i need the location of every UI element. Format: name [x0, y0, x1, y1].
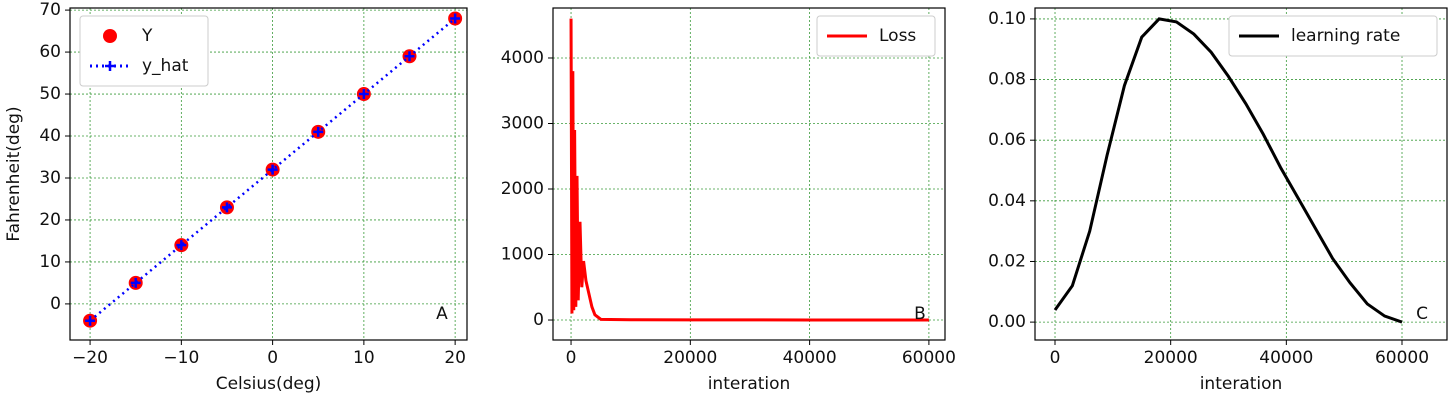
y-tick-label: 70 — [39, 0, 61, 20]
axes: 0 20000 40000 60000 0.00 0.02 0.04 0.06 0.08 0.10… — [988, 7, 1448, 394]
legend: Loss — [816, 15, 936, 57]
legend-box — [816, 15, 936, 57]
y-tick-label: 0.02 — [988, 251, 1026, 271]
series-line — [1053, 17, 1403, 324]
y-tick-label: 0.06 — [988, 130, 1026, 150]
legend-marker — [103, 29, 117, 43]
point — [221, 202, 232, 213]
x-tick-label: −10 — [163, 348, 199, 368]
annotation: A — [436, 304, 448, 324]
axes: 0 20000 40000 60000 0 1000 2000 3000 4000 interat… — [501, 7, 956, 394]
annotation: B — [914, 304, 926, 324]
point — [313, 126, 324, 137]
x-tick-label: 20 — [444, 348, 466, 368]
legend-box — [1228, 15, 1438, 57]
x-tick-label: 0 — [566, 348, 577, 368]
y-tick-label: 3000 — [501, 113, 544, 133]
y-tick-label: 0.04 — [988, 191, 1026, 211]
point — [130, 277, 141, 288]
point — [267, 164, 278, 175]
y-tick-label: 0.08 — [988, 70, 1026, 90]
legend-label: learning rate — [1291, 26, 1400, 46]
x-axis-label: interation — [708, 374, 791, 394]
y-tick-label: 0 — [50, 294, 61, 314]
x-tick-label: 40000 — [783, 348, 837, 368]
y-tick-label: 0 — [533, 310, 544, 330]
legend: learning rate — [1228, 15, 1438, 57]
x-tick-label: 10 — [353, 348, 375, 368]
y-tick-label: 0.10 — [988, 9, 1026, 29]
legend-label: Loss — [879, 26, 916, 46]
series-line — [89, 17, 456, 322]
point — [358, 89, 369, 100]
axes-frame — [69, 7, 468, 341]
axes-frame — [1034, 7, 1448, 341]
point — [450, 13, 461, 24]
axes-frame — [552, 7, 946, 341]
y-tick-label: 30 — [39, 168, 61, 188]
legend-marker — [105, 61, 115, 71]
x-axis-label: interation — [1200, 374, 1283, 394]
y-tick-label: 4000 — [501, 48, 544, 68]
y-tick-label: 1000 — [501, 245, 544, 265]
legend-label: Y — [141, 26, 153, 46]
point — [85, 315, 96, 326]
y-tick-label: 0.00 — [988, 312, 1026, 332]
y-tick-label: 20 — [39, 210, 61, 230]
y-tick-label: 10 — [39, 252, 61, 272]
x-axis-label: Celsius(deg) — [216, 374, 322, 394]
annotation: C — [1416, 304, 1428, 324]
y-tick-label: 60 — [39, 42, 61, 62]
x-tick-label: 60000 — [902, 348, 956, 368]
point — [404, 51, 415, 62]
axes: −20 −10 0 10 20 0 10 20 30 40 50 60 70 Celsius(deg) Fa… — [4, 0, 468, 394]
y-tick-label: 50 — [39, 84, 61, 104]
x-tick-label: 60000 — [1375, 348, 1429, 368]
legend-label: y_hat — [142, 56, 189, 76]
point — [176, 240, 187, 251]
x-tick-label: 0 — [267, 348, 278, 368]
y-tick-label: 2000 — [501, 179, 544, 199]
x-tick-label: 20000 — [663, 348, 717, 368]
x-tick-label: 0 — [1050, 348, 1061, 368]
y-axis-label: Fahrenheit(deg) — [4, 106, 24, 241]
x-tick-label: 20000 — [1144, 348, 1198, 368]
x-tick-label: −20 — [72, 348, 108, 368]
y-tick-label: 40 — [39, 126, 61, 146]
legend: Yy_hat — [79, 15, 209, 87]
x-tick-label: 40000 — [1259, 348, 1313, 368]
series-line — [569, 18, 929, 322]
